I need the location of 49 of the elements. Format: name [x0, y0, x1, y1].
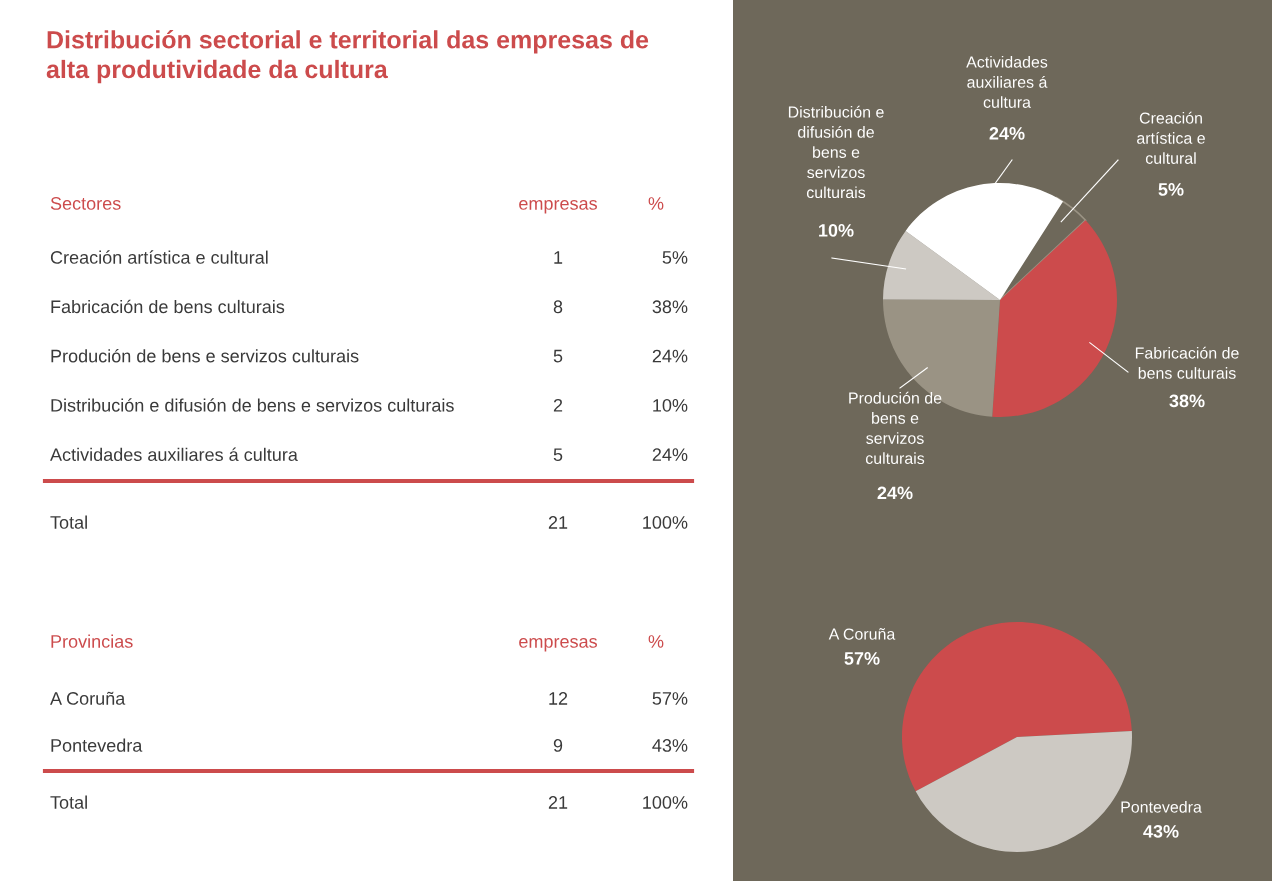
- text: empresas: [519, 637, 597, 652]
- slice-label: Fabricación de bens culturais: [1135, 346, 1239, 379]
- data-label: 57%: [844, 652, 880, 665]
- text: 24%: [652, 448, 688, 461]
- category-label: Actividades auxiliares á cultura: [50, 447, 298, 462]
- text: 10%: [653, 398, 688, 412]
- slice-label: Pontevedra: [1121, 801, 1202, 813]
- slice-label: Creación artística e cultural: [1137, 111, 1205, 164]
- data-label: 38%: [1169, 394, 1205, 408]
- category-label: Produción de bens e servizos culturais: [51, 348, 359, 363]
- data-label: 43%: [1143, 824, 1179, 838]
- slice-label: Actividades auxiliares á cultura: [966, 56, 1048, 108]
- text: Provincias: [51, 634, 133, 648]
- category-label: Pontevedra: [51, 738, 143, 752]
- slice-label: Produción de bens e servizos culturais: [849, 391, 942, 465]
- text: 21: [548, 796, 568, 809]
- data-label: 9: [553, 739, 563, 752]
- text: %: [648, 197, 664, 210]
- category-label: A Coruña: [50, 691, 126, 705]
- data-label: 5%: [1158, 183, 1184, 196]
- text: 5%: [662, 251, 688, 264]
- data-label: 1: [554, 251, 563, 264]
- text: Total: [50, 795, 87, 809]
- text: %: [648, 635, 664, 648]
- category-label: Distribución e difusión de bens e servizos culturais: [51, 398, 454, 412]
- category-label: Fabricación de bens culturais: [51, 299, 285, 314]
- text: 100%: [643, 516, 688, 529]
- text: Total: [50, 515, 87, 529]
- data-label: 24%: [877, 486, 913, 500]
- text: 57%: [652, 692, 688, 705]
- text: 24%: [652, 349, 688, 363]
- text: 100%: [643, 796, 688, 809]
- slice-label: Distribución e difusión de bens e servizos culturais: [788, 105, 884, 199]
- data-label: 5: [553, 349, 563, 363]
- data-label: 12: [549, 692, 568, 705]
- data-label: 24%: [989, 126, 1025, 140]
- text: 38%: [652, 300, 688, 314]
- text: 21: [548, 516, 568, 529]
- data-label: 2: [553, 398, 563, 412]
- category-label: Creación artística e cultural: [50, 250, 268, 264]
- pie-slice: [902, 622, 1132, 792]
- text: Distribución sectorial e territorial das empresas de alta produtividade da cultura: [46, 30, 649, 84]
- data-label: 8: [553, 300, 563, 314]
- text: Sectores: [50, 197, 121, 210]
- data-label: 10%: [819, 223, 854, 237]
- slice-label: A Coruña: [828, 628, 896, 640]
- text: 43%: [652, 739, 688, 752]
- data-label: 5: [553, 448, 563, 462]
- text: empresas: [519, 199, 597, 214]
